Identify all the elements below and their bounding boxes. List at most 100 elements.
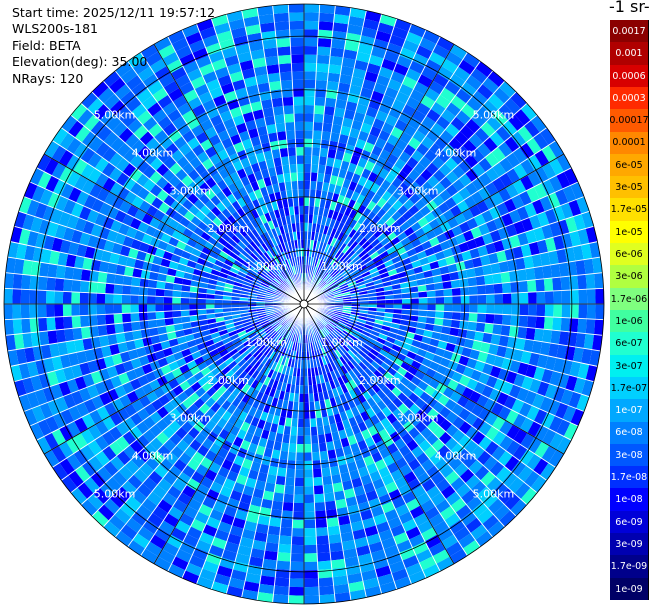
range-gate-cell (324, 97, 337, 108)
range-gate-cell (267, 378, 275, 388)
range-gate-cell (400, 236, 411, 247)
range-gate-cell (403, 356, 414, 366)
range-gate-cell (312, 130, 323, 140)
range-gate-cell (336, 455, 347, 466)
range-gate-cell (234, 367, 244, 377)
range-gate-cell (470, 524, 488, 540)
range-gate-cell (103, 131, 119, 147)
range-gate-cell (220, 513, 235, 526)
range-gate-cell (469, 390, 482, 404)
range-gate-cell (200, 366, 212, 377)
range-gate-cell (227, 414, 239, 426)
range-gate-cell (376, 295, 386, 301)
range-gate-cell (73, 158, 88, 176)
range-gate-cell (111, 196, 125, 210)
range-gate-cell (237, 545, 253, 557)
colorbar-segment: 1.7e-08 (610, 466, 649, 489)
range-gate-cell (385, 299, 394, 304)
range-gate-cell (258, 437, 268, 448)
range-gate-cell (198, 414, 211, 427)
range-gate-cell (304, 443, 312, 453)
range-gate-cell (506, 168, 521, 184)
range-gate-cell (296, 443, 304, 453)
range-gate-cell (373, 242, 384, 252)
range-gate-cell (333, 260, 342, 269)
range-gate-cell (90, 259, 102, 272)
range-gate-cell (209, 481, 224, 494)
range-gate-cell (111, 398, 125, 412)
range-gate-cell (258, 583, 275, 594)
range-gate-cell (384, 308, 394, 314)
range-gate-cell (593, 272, 604, 289)
range-gate-cell (199, 392, 211, 404)
range-gate-cell (324, 355, 331, 365)
range-gate-cell (328, 140, 339, 151)
range-gate-cell (511, 304, 520, 316)
range-gate-cell (460, 81, 477, 98)
colorbar-segment: 6e-09 (610, 510, 649, 534)
range-gate-cell (450, 244, 462, 256)
range-gate-cell (393, 308, 402, 315)
range-gate-cell (499, 420, 513, 436)
range-gate-cell (146, 491, 163, 506)
range-gate-cell (344, 144, 356, 155)
range-gate-cell (183, 327, 193, 336)
range-gate-cell (87, 424, 102, 440)
range-gate-cell (496, 250, 507, 263)
range-gate-cell (318, 442, 328, 452)
range-gate-cell (379, 329, 390, 337)
range-gate-cell (340, 214, 349, 225)
range-gate-cell (468, 312, 478, 323)
range-gate-cell (331, 286, 340, 292)
range-gate-cell (304, 519, 316, 529)
range-gate-cell (318, 339, 324, 349)
range-gate-cell (157, 478, 173, 493)
range-gate-cell (377, 22, 395, 35)
range-gate-cell (361, 217, 372, 228)
range-gate-cell (492, 416, 506, 431)
range-gate-cell (78, 387, 92, 403)
range-gate-cell (145, 541, 163, 557)
range-gate-cell (252, 323, 262, 330)
range-gate-cell (362, 577, 380, 590)
range-gate-cell (332, 315, 341, 320)
range-gate-cell (154, 349, 166, 361)
range-gate-cell (266, 349, 274, 359)
range-gate-cell (109, 252, 120, 265)
range-gate-cell (66, 137, 82, 155)
range-gate-cell (18, 228, 31, 246)
range-gate-cell (412, 52, 429, 67)
range-gate-cell (333, 328, 342, 336)
range-gate-cell (355, 103, 369, 115)
range-gate-cell (338, 282, 348, 289)
range-ring-label: 2.00km (359, 222, 401, 235)
range-gate-cell (486, 115, 502, 132)
range-gate-cell (339, 266, 348, 275)
range-gate-cell (539, 195, 553, 212)
range-gate-cell (68, 241, 80, 256)
range-gate-cell (7, 349, 19, 367)
range-gate-cell (474, 360, 486, 373)
range-gate-cell (368, 300, 377, 304)
range-gate-cell (341, 268, 350, 276)
range-gate-cell (494, 304, 504, 315)
range-gate-cell (136, 159, 150, 174)
range-gate-cell (87, 168, 102, 184)
range-gate-cell (354, 341, 363, 350)
range-gate-cell (561, 359, 573, 376)
range-gate-cell (38, 276, 48, 291)
range-gate-cell (526, 453, 542, 471)
range-gate-cell (319, 338, 326, 348)
range-gate-cell (268, 80, 282, 91)
range-gate-cell (340, 160, 350, 171)
range-gate-cell (317, 46, 331, 56)
range-gate-cell (450, 279, 461, 289)
range-gate-cell (309, 409, 317, 419)
range-gate-cell (222, 337, 232, 345)
range-gate-cell (231, 364, 241, 374)
range-gate-cell (337, 280, 347, 287)
range-gate-cell (383, 340, 394, 349)
range-gate-cell (508, 476, 525, 494)
range-gate-cell (547, 399, 561, 416)
range-gate-cell (397, 414, 410, 427)
